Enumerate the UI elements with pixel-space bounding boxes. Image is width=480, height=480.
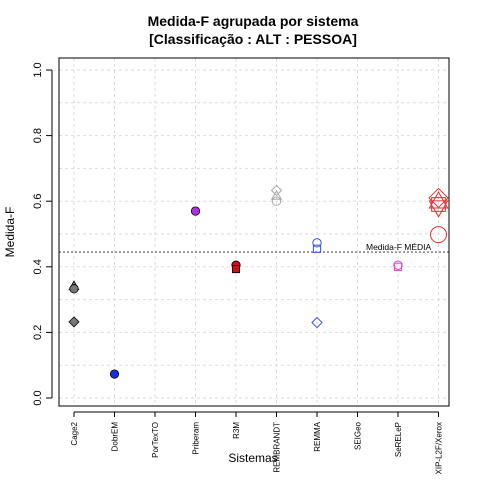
point-square [231,265,240,274]
x-tick-label: R3M [232,422,241,439]
y-tick-label: 1.0 [32,62,44,77]
point-square [393,262,403,271]
point-circle [430,226,447,244]
y-axis-label: Medida-F [3,207,17,258]
data-points [68,184,449,379]
x-axis: Cage2 DobrEM PorTexTO Priberam R3M REMBRANDT R… [70,411,444,474]
point-diamond [270,184,283,197]
x-tick-label: SeRELeP [394,422,403,457]
point-diamond [311,316,323,329]
x-tick-label: Cage2 [70,421,79,445]
mean-line-label: Medida-F MÉDIA [366,242,432,252]
x-tick-label: Priberam [192,422,201,455]
point-circle [271,196,282,206]
x-axis-label: Sistemas [228,451,277,465]
chart-title-line2: [Classificação : ALT : PESSOA] [149,31,357,47]
plot-frame [58,57,450,407]
point-triangle-down [428,200,449,218]
point-diamond [68,316,80,328]
point-square [312,244,322,253]
y-tick-label: 0.2 [32,325,44,340]
point-circle [109,369,120,379]
mean-line-group: Medida-F MÉDIA [59,242,449,253]
y-tick-label: 0.6 [32,194,44,209]
point-circle [393,260,403,270]
x-tick-label: XIP-L2F/Xerox [435,422,444,474]
chart-title-line1: Medida-F agrupada por sistema [148,13,359,29]
point-square [431,197,446,212]
point-circle [69,284,79,294]
point-circle [190,206,201,216]
x-tick-label: REMBRANDT [273,422,282,473]
x-tick-label: SEIGeo [354,421,363,450]
point-circle [312,238,322,248]
grid [59,58,449,406]
y-axis: 0.0 0.2 0.4 0.6 0.8 1.0 [32,62,53,406]
x-tick-label: DobrEM [111,422,120,452]
x-tick-label: PorTexTO [151,422,160,458]
point-triangle [428,191,449,209]
y-tick-label: 0.4 [32,259,44,274]
point-diamond [428,187,449,209]
point-triangle [270,189,283,200]
y-tick-label: 0.8 [32,128,44,143]
x-tick-label: REMMA [313,421,322,451]
y-tick-label: 0.0 [32,390,44,405]
